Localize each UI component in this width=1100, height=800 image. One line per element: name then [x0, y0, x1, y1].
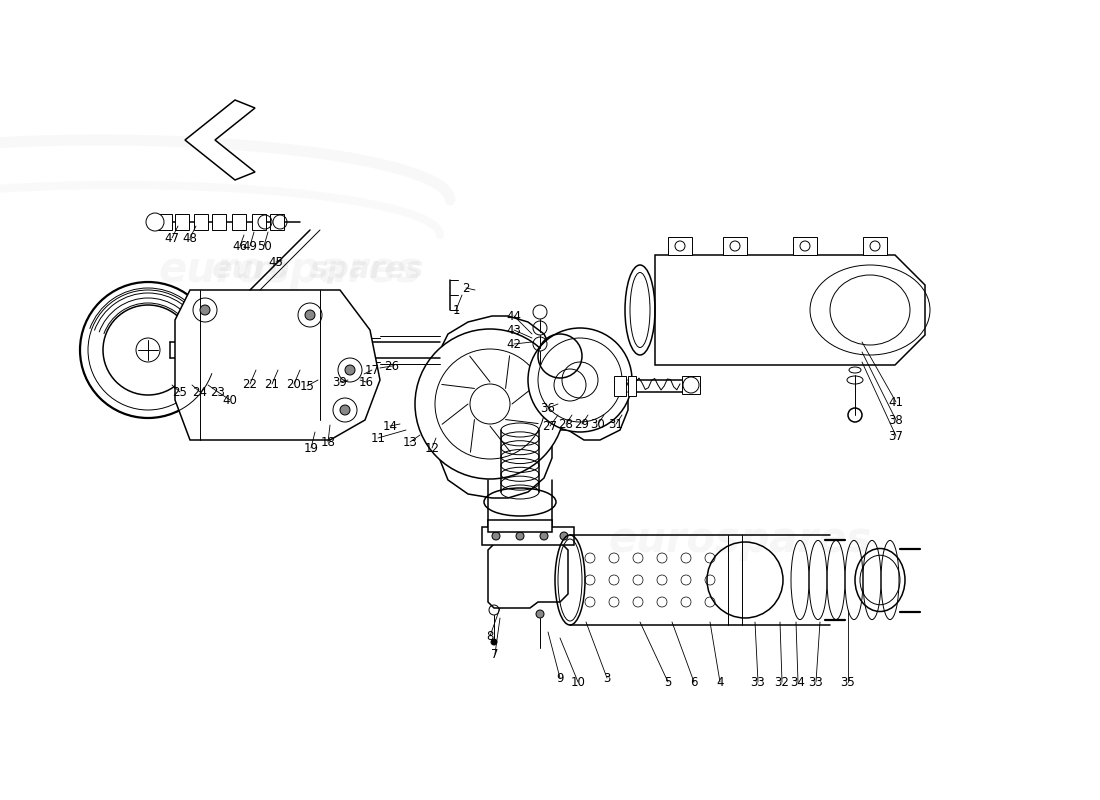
Bar	[288, 332, 302, 368]
Circle shape	[136, 338, 160, 362]
Text: 42: 42	[506, 338, 521, 350]
Text: 19: 19	[304, 442, 319, 454]
Text: 15: 15	[299, 379, 315, 393]
Polygon shape	[654, 255, 925, 365]
Circle shape	[415, 329, 565, 479]
Bar	[793, 237, 817, 255]
Circle shape	[528, 328, 632, 432]
Text: 8: 8	[486, 630, 494, 642]
Text: 27: 27	[542, 419, 558, 433]
Text: 46: 46	[232, 239, 248, 253]
Text: 6: 6	[691, 675, 697, 689]
Text: 17: 17	[364, 363, 380, 377]
Text: 34: 34	[791, 675, 805, 689]
Polygon shape	[488, 542, 568, 608]
Circle shape	[491, 639, 497, 645]
Text: 22: 22	[242, 378, 257, 390]
Bar	[628, 376, 636, 396]
Text: 21: 21	[264, 378, 279, 390]
Bar	[723, 237, 747, 255]
Text: 47: 47	[165, 231, 179, 245]
Text: 50: 50	[256, 239, 272, 253]
Bar	[212, 214, 226, 230]
Text: 24: 24	[192, 386, 208, 398]
Circle shape	[516, 532, 524, 540]
Circle shape	[492, 532, 500, 540]
Polygon shape	[440, 316, 628, 498]
Text: 45: 45	[268, 255, 284, 269]
Bar	[268, 332, 282, 368]
Text: 48: 48	[183, 231, 197, 245]
Text: 23: 23	[210, 386, 225, 398]
Circle shape	[146, 213, 164, 231]
Text: 3: 3	[603, 671, 611, 685]
Circle shape	[340, 405, 350, 415]
Circle shape	[540, 532, 548, 540]
Text: 5: 5	[664, 675, 672, 689]
Text: 31: 31	[608, 418, 624, 430]
Text: 18: 18	[320, 435, 336, 449]
Ellipse shape	[309, 328, 331, 372]
Circle shape	[536, 610, 544, 618]
Bar	[864, 237, 887, 255]
Text: 36: 36	[540, 402, 556, 414]
Text: 7: 7	[492, 647, 498, 661]
Polygon shape	[185, 100, 255, 180]
Bar	[682, 376, 700, 394]
Text: 4: 4	[716, 675, 724, 689]
Text: 32: 32	[774, 675, 790, 689]
Text: 33: 33	[808, 675, 824, 689]
Bar	[270, 214, 284, 230]
Circle shape	[560, 532, 568, 540]
Circle shape	[305, 310, 315, 320]
Bar	[175, 214, 189, 230]
Text: 16: 16	[359, 375, 374, 389]
Text: 43: 43	[507, 323, 521, 337]
Text: 28: 28	[559, 418, 573, 430]
Text: 33: 33	[750, 675, 766, 689]
Text: 1: 1	[452, 303, 460, 317]
Text: 11: 11	[371, 431, 385, 445]
Text: 25: 25	[173, 386, 187, 398]
Bar	[488, 520, 552, 532]
Polygon shape	[175, 290, 380, 440]
Text: 41: 41	[889, 395, 903, 409]
Text: 12: 12	[425, 442, 440, 454]
Circle shape	[200, 305, 210, 315]
Text: 44: 44	[506, 310, 521, 322]
Text: 37: 37	[889, 430, 903, 442]
Text: 20: 20	[287, 378, 301, 390]
Text: 30: 30	[591, 418, 605, 430]
Text: spares: spares	[310, 255, 425, 285]
Text: 2: 2	[462, 282, 470, 294]
Bar	[232, 214, 246, 230]
Text: 35: 35	[840, 675, 856, 689]
Text: 29: 29	[574, 418, 590, 430]
Bar	[194, 214, 208, 230]
Text: 39: 39	[332, 375, 348, 389]
Text: eurospares: eurospares	[608, 519, 871, 561]
Bar	[482, 527, 574, 545]
Text: euro: euro	[211, 255, 290, 285]
Circle shape	[345, 365, 355, 375]
Text: 49: 49	[242, 239, 257, 253]
Bar	[614, 376, 626, 396]
Text: 38: 38	[889, 414, 903, 426]
Text: 26: 26	[385, 359, 399, 373]
Text: 9: 9	[557, 671, 563, 685]
Text: 14: 14	[383, 419, 397, 433]
Bar	[158, 214, 172, 230]
Text: 40: 40	[222, 394, 238, 406]
Text: 10: 10	[571, 675, 585, 689]
Bar	[252, 214, 266, 230]
Text: eurospares: eurospares	[158, 249, 421, 291]
Bar	[248, 332, 262, 368]
Text: 13: 13	[403, 435, 417, 449]
Bar	[668, 237, 692, 255]
